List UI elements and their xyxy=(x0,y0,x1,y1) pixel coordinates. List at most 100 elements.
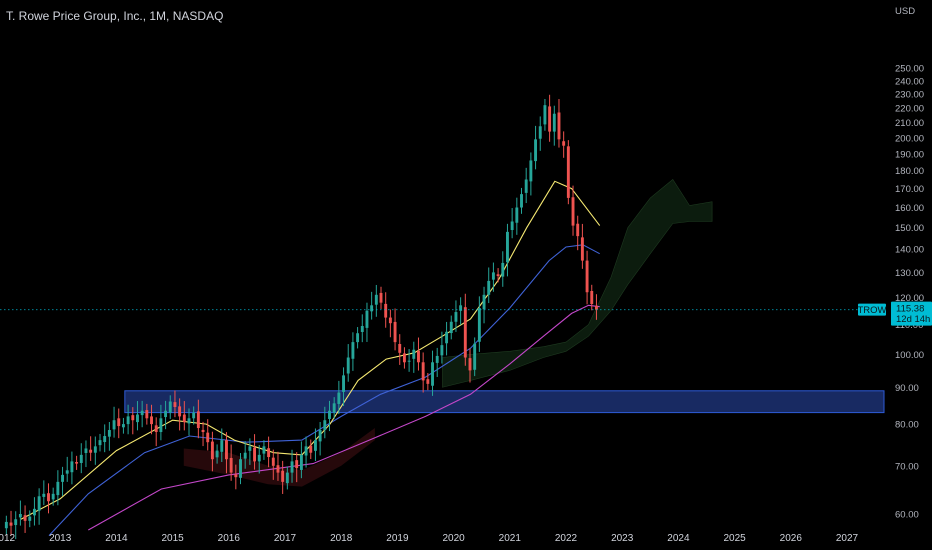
price-tick-label: 210.00 xyxy=(895,118,924,129)
candle xyxy=(93,436,97,465)
candle xyxy=(524,167,528,204)
candle xyxy=(201,421,205,447)
candle-body xyxy=(154,425,158,433)
candle-body xyxy=(98,440,102,446)
candle xyxy=(243,441,247,469)
candle-body xyxy=(585,260,589,293)
candle xyxy=(196,399,200,439)
candle-body xyxy=(501,262,505,277)
candle-body xyxy=(220,440,224,452)
candle-body xyxy=(206,432,210,443)
candle xyxy=(257,445,261,474)
ticker-tag-bg xyxy=(858,303,886,316)
price-tick-label: 120.00 xyxy=(895,293,924,304)
candle xyxy=(515,197,519,235)
candle-body xyxy=(257,454,261,462)
symbol-title[interactable]: T. Rowe Price Group, Inc., 1M, NASDAQ xyxy=(6,9,224,23)
candle-body xyxy=(65,470,69,474)
price-tick-label: 170.00 xyxy=(895,184,924,195)
candle-body xyxy=(192,412,196,419)
candle-body xyxy=(454,312,458,322)
candle-body xyxy=(140,410,144,416)
candle-body xyxy=(70,461,74,473)
candle xyxy=(417,337,420,371)
candle xyxy=(107,421,111,451)
moving-average-yellow xyxy=(20,180,601,520)
candle xyxy=(210,431,214,472)
candle xyxy=(445,321,449,356)
candle xyxy=(332,397,336,419)
candle xyxy=(136,401,139,431)
candle xyxy=(477,296,481,352)
moving-average-magenta xyxy=(88,304,600,531)
candle-body xyxy=(37,496,41,511)
candle-body xyxy=(215,450,219,458)
candle-body xyxy=(459,305,463,311)
candle-body xyxy=(510,221,514,231)
candle xyxy=(89,436,93,461)
candle-body xyxy=(187,418,191,424)
moving-average-blue xyxy=(48,244,600,536)
candle xyxy=(229,444,233,481)
candle xyxy=(463,293,467,366)
candle-body xyxy=(426,379,430,384)
candle-body xyxy=(351,342,355,359)
price-axis[interactable]: USD60.0070.0080.0090.00100.00110.00120.0… xyxy=(895,6,924,521)
candle-body xyxy=(103,436,107,443)
candle-body xyxy=(337,392,341,404)
candle-body xyxy=(323,420,327,431)
candle-body xyxy=(18,514,22,518)
candle xyxy=(42,480,46,506)
last-price-tag-bg xyxy=(891,301,932,326)
candle xyxy=(421,352,425,393)
candle xyxy=(28,510,32,528)
candle-body xyxy=(126,416,130,425)
candle xyxy=(192,406,196,425)
candle xyxy=(154,417,158,447)
candle-body xyxy=(229,457,233,473)
candle-body xyxy=(449,321,453,334)
candle xyxy=(61,466,64,496)
candle-body xyxy=(225,440,228,460)
candle-body xyxy=(431,362,434,386)
candle xyxy=(75,455,79,470)
time-tick-label: 2016 xyxy=(218,533,241,544)
candle-body xyxy=(253,447,257,462)
candle-body xyxy=(463,307,467,358)
candle-body xyxy=(515,207,519,223)
candle xyxy=(276,451,280,481)
candle xyxy=(173,390,177,418)
candles-layer xyxy=(4,94,598,540)
candle-body xyxy=(534,139,538,162)
candle-body xyxy=(580,237,584,261)
candle xyxy=(562,131,566,158)
candle-body xyxy=(313,440,317,451)
candle-body xyxy=(506,231,509,263)
candle-body xyxy=(379,292,383,303)
candle-body xyxy=(445,331,449,344)
last-price-value: 115.38 xyxy=(896,304,924,315)
candle xyxy=(23,505,27,533)
candle xyxy=(557,99,561,148)
candle-body xyxy=(196,411,200,429)
candle-body xyxy=(477,307,481,342)
price-tick-label: 190.00 xyxy=(895,149,924,160)
time-tick-label: 2020 xyxy=(442,533,465,544)
candle-body xyxy=(281,470,285,482)
time-tick-label: 2015 xyxy=(161,533,184,544)
candle xyxy=(379,286,383,309)
candle xyxy=(487,267,491,304)
candle xyxy=(299,441,303,479)
candle xyxy=(473,337,477,377)
candle-body xyxy=(178,406,182,417)
candle xyxy=(150,404,153,435)
candle xyxy=(14,511,18,540)
candle xyxy=(145,403,149,425)
candle xyxy=(548,94,552,142)
candle xyxy=(496,268,500,283)
price-tick-label: 160.00 xyxy=(895,203,924,214)
time-tick-label: 2018 xyxy=(330,533,353,544)
time-axis[interactable]: 2012 2013 2014 2015 2016 2017 2018 2019 2020 2021… xyxy=(0,533,859,544)
